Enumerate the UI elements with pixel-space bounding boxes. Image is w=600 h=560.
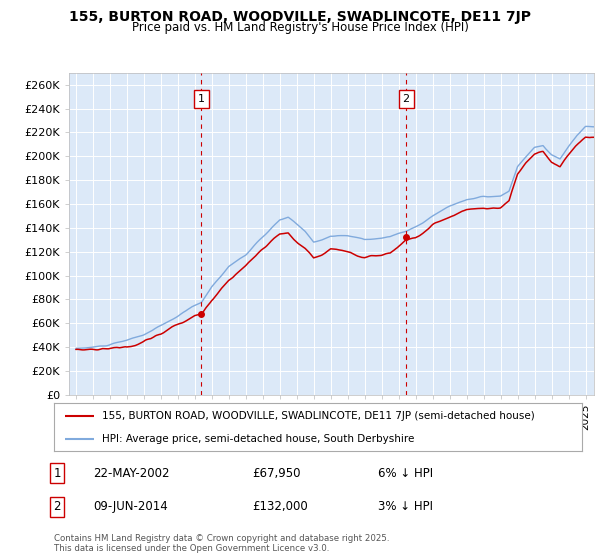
Text: 09-JUN-2014: 09-JUN-2014 bbox=[93, 500, 168, 514]
Text: £67,950: £67,950 bbox=[252, 466, 301, 480]
Text: 155, BURTON ROAD, WOODVILLE, SWADLINCOTE, DE11 7JP: 155, BURTON ROAD, WOODVILLE, SWADLINCOTE… bbox=[69, 10, 531, 24]
Text: Price paid vs. HM Land Registry's House Price Index (HPI): Price paid vs. HM Land Registry's House … bbox=[131, 21, 469, 34]
Text: 2: 2 bbox=[53, 500, 61, 514]
Text: 2: 2 bbox=[403, 94, 410, 104]
Text: 1: 1 bbox=[197, 94, 205, 104]
Text: £132,000: £132,000 bbox=[252, 500, 308, 514]
Text: HPI: Average price, semi-detached house, South Derbyshire: HPI: Average price, semi-detached house,… bbox=[101, 434, 414, 444]
Text: 1: 1 bbox=[53, 466, 61, 480]
Text: 22-MAY-2002: 22-MAY-2002 bbox=[93, 466, 170, 480]
Text: 155, BURTON ROAD, WOODVILLE, SWADLINCOTE, DE11 7JP (semi-detached house): 155, BURTON ROAD, WOODVILLE, SWADLINCOTE… bbox=[101, 411, 534, 421]
Text: 3% ↓ HPI: 3% ↓ HPI bbox=[378, 500, 433, 514]
Text: 6% ↓ HPI: 6% ↓ HPI bbox=[378, 466, 433, 480]
Text: Contains HM Land Registry data © Crown copyright and database right 2025.
This d: Contains HM Land Registry data © Crown c… bbox=[54, 534, 389, 553]
